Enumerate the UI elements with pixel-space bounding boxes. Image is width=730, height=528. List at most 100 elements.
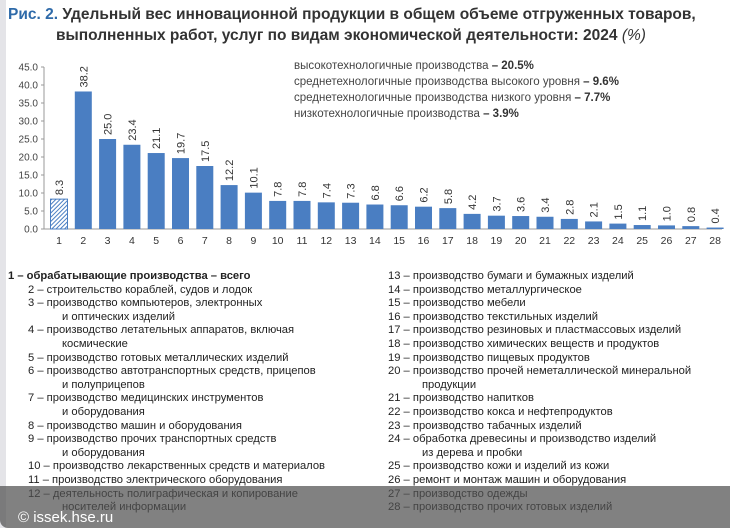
value-label: 1.1 <box>637 206 649 221</box>
y-tick-label: 20.0 <box>19 153 39 164</box>
legend-item-continuation: продукции <box>422 378 477 391</box>
legend-item: 25 – производство кожи и изделий из кожи <box>388 460 691 474</box>
group-label: высокотехнологичные производства <box>294 60 489 72</box>
x-tick-label: 15 <box>393 235 405 247</box>
group-label: среднетехнологичные производства высоког… <box>294 76 580 88</box>
value-label: 21.1 <box>151 128 163 149</box>
bar <box>560 218 578 229</box>
legend-item-text: 8 – производство машин и оборудования <box>28 419 242 432</box>
legend-item: 6 – производство автотранспортных средст… <box>8 365 325 392</box>
group-label: низкотехнологичные производства <box>294 108 480 120</box>
legend-item: 10 – производство лекарственных средств … <box>8 460 325 474</box>
bar <box>706 227 724 229</box>
y-tick-label: 25.0 <box>19 135 39 146</box>
value-label: 2.8 <box>564 200 576 215</box>
x-tick-label: 12 <box>320 235 332 247</box>
bar <box>633 225 651 229</box>
legend-item-text: 25 – производство кожи и изделий из кожи <box>388 460 610 473</box>
value-label: 7.3 <box>346 183 358 198</box>
legend-item-text: 6 – производство автотранспортных средст… <box>28 365 316 378</box>
value-label: 38.2 <box>78 66 90 87</box>
value-label: 6.8 <box>370 185 382 200</box>
legend-item: 13 – производство бумаги и бумажных изде… <box>388 270 691 284</box>
bar <box>293 200 311 229</box>
tech-group: среднетехнологичные производства высоког… <box>294 74 619 90</box>
value-label: 12.2 <box>224 160 236 181</box>
x-tick-label: 18 <box>466 235 478 247</box>
legend-item-text: 13 – производство бумаги и бумажных изде… <box>388 270 634 282</box>
x-tick-label: 24 <box>612 235 624 247</box>
value-label: 1.5 <box>613 204 625 219</box>
bar <box>342 202 360 229</box>
value-label: 5.8 <box>443 189 455 204</box>
bar <box>220 185 238 229</box>
figure-title: Рис. 2. Удельный вес инновационной проду… <box>8 4 726 46</box>
title-unit: (%) <box>621 27 646 44</box>
bar <box>50 198 68 230</box>
tech-group: высокотехнологичные производства – 20.5% <box>294 58 619 74</box>
legend-item-text: 2 – строительство кораблей, судов и лодо… <box>28 283 253 296</box>
bar <box>123 144 141 229</box>
bar <box>463 213 481 229</box>
legend-item-continuation: космические <box>62 337 128 350</box>
bar <box>244 192 262 229</box>
bar <box>658 225 675 229</box>
legend-item: 11 – производство электрического оборудо… <box>8 474 325 488</box>
x-tick-label: 21 <box>539 235 551 247</box>
legend-item-text: 23 – производство табачных изделий <box>388 419 582 432</box>
figure-number: Рис. 2. <box>8 6 59 23</box>
bar <box>366 204 384 229</box>
legend-item-text: 26 – ремонт и монтаж машин и оборудовани… <box>388 473 627 486</box>
x-tick-label: 3 <box>105 235 111 247</box>
title-line-1: Удельный вес инновационной продукции в о… <box>62 6 696 23</box>
left-edge-strip <box>0 0 6 528</box>
value-label: 7.8 <box>297 182 309 197</box>
bar <box>536 216 554 229</box>
group-value: – 9.6% <box>583 76 619 88</box>
legend-item-text: 14 – производство металлургическое <box>388 283 582 296</box>
legend-item-text: 7 – производство медицинских инструменто… <box>28 392 264 405</box>
value-label: 7.8 <box>273 182 285 197</box>
legend-item-text: 17 – производство резиновых и пластмассо… <box>388 324 682 337</box>
y-tick-label: 40.0 <box>19 81 39 92</box>
x-tick-label: 19 <box>491 235 503 247</box>
legend-item: 7 – производство медицинских инструменто… <box>8 392 325 419</box>
legend-item-text: 22 – производство кокса и нефтепродуктов <box>388 405 613 418</box>
y-tick-label: 30.0 <box>19 117 39 128</box>
legend-item: 9 – производство прочих транспортных сре… <box>8 433 325 460</box>
x-tick-label: 7 <box>202 235 208 247</box>
bar <box>682 226 700 229</box>
legend-item: 18 – производство химических веществ и п… <box>388 338 691 352</box>
group-label: среднетехнологичные производства низкого… <box>294 92 572 104</box>
legend-item-text: 9 – производство прочих транспортных сре… <box>28 433 277 446</box>
value-label: 6.2 <box>419 187 431 202</box>
legend-item-text: 1 – обрабатывающие производства – всего <box>8 270 251 282</box>
legend-item-text: 11 – производство электрического оборудо… <box>28 473 283 486</box>
legend-item: 3 – производство компьютеров, электронны… <box>8 297 325 324</box>
y-tick-label: 15.0 <box>19 171 39 182</box>
tech-group: низкотехнологичные производства – 3.9% <box>294 106 619 122</box>
value-label: 3.6 <box>516 197 528 212</box>
y-tick-label: 35.0 <box>19 99 39 110</box>
legend-item: 21 – производство напитков <box>388 392 691 406</box>
x-tick-label: 4 <box>129 235 135 247</box>
legend-item-text: 24 – обработка древесины и производство … <box>388 433 657 446</box>
title-line-2: выполненных работ, услуг по видам эконом… <box>56 27 618 44</box>
value-label: 23.4 <box>127 119 139 140</box>
value-label: 10.1 <box>248 167 260 188</box>
category-legend-right: 13 – производство бумаги и бумажных изде… <box>388 270 691 515</box>
x-tick-label: 26 <box>661 235 673 247</box>
value-label: 4.2 <box>467 195 479 210</box>
legend-item-text: 20 – производство прочей неметаллической… <box>388 365 692 378</box>
x-tick-label: 23 <box>588 235 600 247</box>
bar-chart: 0.05.010.015.020.025.030.035.040.045.018… <box>19 63 724 247</box>
value-label: 2.1 <box>589 202 601 217</box>
x-tick-label: 6 <box>178 235 184 247</box>
legend-item: 26 – ремонт и монтаж машин и оборудовани… <box>388 474 691 488</box>
value-label: 3.4 <box>540 197 552 212</box>
legend-item-text: 18 – производство химических веществ и п… <box>388 337 660 350</box>
value-label: 6.6 <box>394 186 406 201</box>
x-tick-label: 5 <box>153 235 159 247</box>
bar <box>317 202 335 229</box>
legend-item-continuation: из дерева и пробки <box>422 446 523 459</box>
